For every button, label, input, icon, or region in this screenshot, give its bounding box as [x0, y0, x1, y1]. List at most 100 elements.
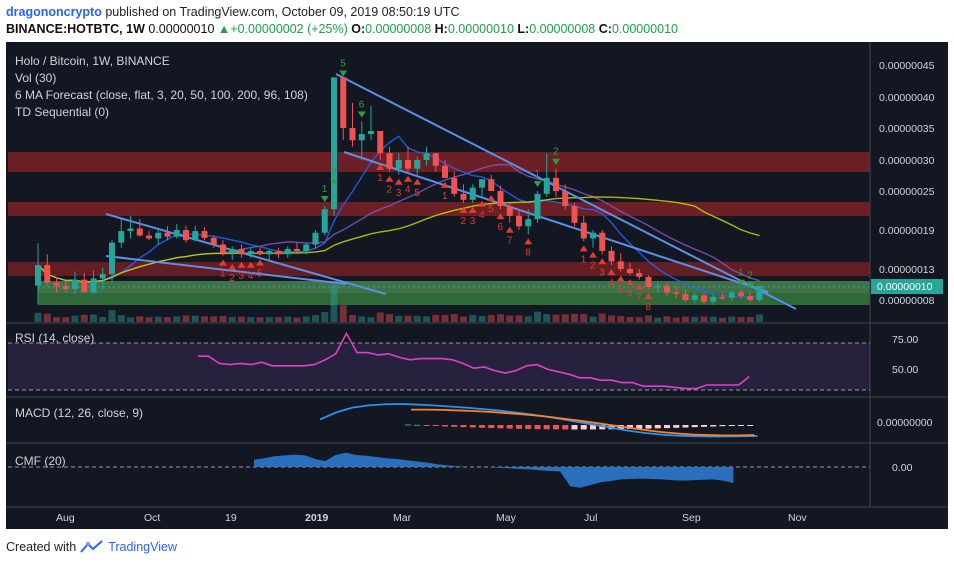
td-buy-triangle [468, 206, 477, 213]
td-buy-count: 4 [479, 210, 485, 221]
candle-body [599, 232, 606, 251]
candle-body [608, 250, 615, 262]
candle-body [719, 296, 726, 299]
trendline-4[interactable] [343, 151, 769, 293]
td-buy-count: 2 [461, 216, 467, 227]
candle-body [321, 209, 328, 233]
td-buy-triangle [459, 206, 468, 213]
candle-body [617, 261, 624, 269]
td-buy-triangle [376, 164, 385, 170]
volume-bar [534, 311, 541, 322]
candle-body [136, 228, 143, 236]
volume-bar [376, 312, 384, 322]
volume-bar [256, 317, 264, 322]
candle-body [247, 250, 254, 255]
macd-histogram-bar [432, 425, 439, 426]
symbol: BINANCE:HOTBTC, 1W [6, 22, 145, 36]
volume-bar [293, 317, 301, 322]
candle-body [756, 285, 763, 300]
tradingview-brand[interactable]: TradingView [108, 540, 177, 554]
macd-histogram-bar [645, 425, 652, 429]
candle-body [109, 242, 115, 275]
td-buy-triangle [524, 238, 533, 245]
macd-histogram-bar [534, 425, 541, 430]
td-buy-triangle [394, 178, 403, 185]
candle-body [738, 292, 744, 297]
volume-bar [598, 313, 606, 322]
candle-body [654, 285, 661, 288]
candle-body [414, 160, 421, 169]
macd-histogram-bar [719, 425, 726, 427]
price-tick-label: 0.00000030 [879, 155, 935, 167]
candle-body [349, 128, 356, 141]
rsi-tick-50: 50.00 [892, 364, 918, 376]
td-buy-triangle [626, 279, 634, 286]
publisher-name[interactable]: dragononcrypto [6, 5, 102, 19]
volume-bar [99, 316, 107, 322]
volume-bar [737, 317, 745, 322]
volume-bar [672, 317, 680, 322]
close-label: C: [598, 22, 612, 36]
td-buy-count: 5 [618, 285, 624, 296]
candle-body [155, 232, 162, 239]
legend-cmf: CMF (20) [15, 454, 66, 468]
volume-bar [247, 317, 255, 322]
volume-bar [497, 314, 504, 322]
td-sell-triangle [357, 111, 366, 118]
volume-bar [691, 316, 699, 322]
trendline-1[interactable] [105, 213, 387, 295]
volume-bar [201, 316, 208, 322]
candle-body [571, 205, 578, 223]
candle-body [562, 191, 569, 206]
td-buy-triangle [237, 261, 246, 268]
candle-body [210, 237, 217, 245]
legend-ma: 6 MA Forecast (close, flat, 3, 20, 50, 1… [15, 88, 308, 102]
time-tick-label: Oct [144, 512, 160, 524]
volume-bar [108, 310, 116, 322]
candle-body [710, 296, 717, 302]
td-buy-count: 5 [414, 188, 420, 199]
td-sell-triangle [339, 70, 348, 77]
volume-bar [395, 315, 403, 322]
td-buy-count: 5 [257, 269, 263, 280]
volume-bar [441, 314, 449, 322]
macd-histogram-bar [469, 425, 476, 428]
volume-bar [367, 317, 375, 322]
candle-body [44, 265, 51, 283]
candle-body [553, 177, 559, 191]
candle-body [645, 276, 652, 288]
legend-title: Holo / Bitcoin, 1W, BINANCE [15, 54, 170, 68]
volume-bar [154, 316, 162, 322]
td-buy-count: 2 [229, 273, 235, 284]
td-buy-count: 2 [590, 261, 596, 272]
volume-bar [312, 315, 319, 322]
volume-bar [53, 317, 60, 322]
macd-histogram-bar [571, 425, 578, 430]
macd-histogram-bar [654, 425, 661, 429]
macd-histogram-bar [506, 425, 513, 429]
volume-bar [164, 317, 171, 322]
volume-bar [275, 317, 282, 322]
volume-bar [571, 313, 578, 322]
volume-bar [386, 314, 393, 322]
candle-body [636, 273, 643, 277]
macd-histogram-bar [405, 424, 411, 426]
macd-histogram-bar [543, 425, 550, 430]
volume-bar [423, 316, 430, 322]
time-tick-label: Mar [393, 512, 412, 524]
td-sell-triangle [746, 282, 755, 289]
td-sell-triangle [330, 179, 338, 186]
volume-bar [487, 315, 495, 322]
volume-bar [561, 314, 569, 322]
td-buy-triangle [505, 226, 514, 233]
candle-body [747, 296, 754, 300]
trendline-2[interactable] [105, 255, 347, 285]
macd-histogram-bar [460, 425, 467, 428]
volume-bar [654, 317, 662, 322]
candle-body [238, 248, 245, 255]
up-triangle-icon: ▲ [217, 22, 231, 36]
td-buy-count: 3 [470, 216, 476, 227]
volume-bar [589, 316, 597, 322]
